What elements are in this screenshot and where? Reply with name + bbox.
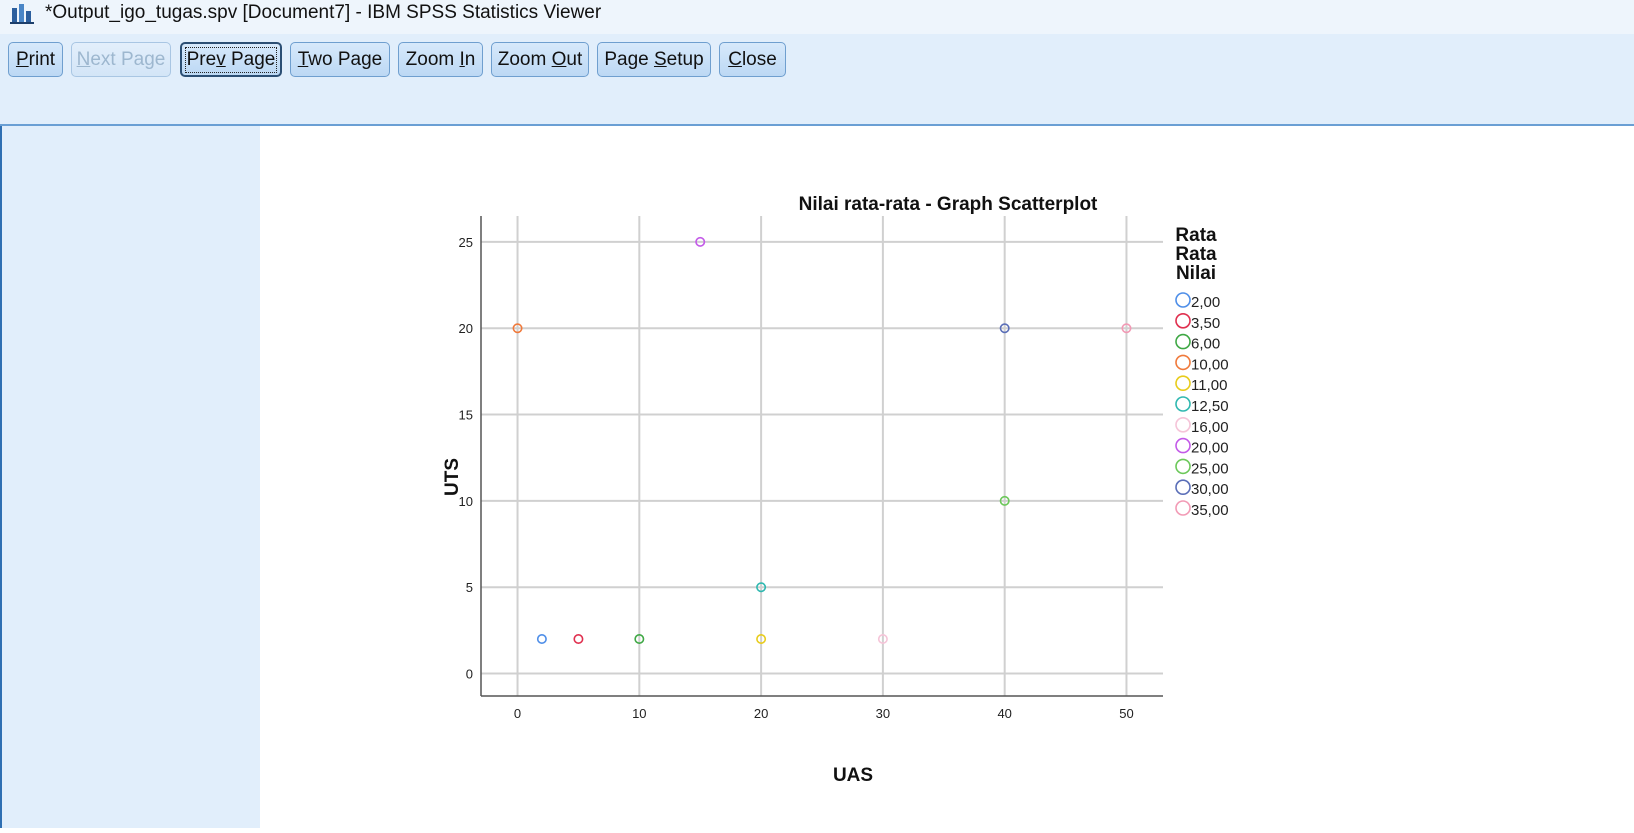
chart-axes: 0 5 10 15 20 25 0 10 20 30 40 50 (459, 216, 1163, 721)
legend-marker (1175, 313, 1191, 329)
y-tick-label: 20 (459, 321, 473, 336)
scatter-point (512, 323, 523, 334)
zoom-out-button-label: Zoom Out (497, 48, 583, 70)
y-tick-label: 15 (459, 408, 473, 423)
x-tick-label: 0 (514, 706, 521, 721)
x-tick-label: 50 (1119, 706, 1133, 721)
spss-viewer-app-icon (10, 4, 34, 24)
scatter-point (1121, 323, 1132, 334)
legend-marker (1175, 354, 1191, 371)
x-tick-label: 40 (997, 706, 1011, 721)
x-tick-label: 10 (632, 706, 646, 721)
scatter-point (877, 634, 888, 645)
chart-grid (481, 216, 1163, 696)
page-setup-button-label: Page Setup (604, 48, 704, 70)
legend-item-label: 35,00 (1191, 502, 1229, 519)
legend-item-label: 16,00 (1191, 419, 1229, 436)
legend-item-label: 10,00 (1191, 356, 1229, 373)
next-page-button-label: Next Page (76, 48, 166, 70)
y-tick-label: 10 (459, 494, 473, 509)
scatter-point (536, 634, 547, 645)
close-button-label: Close (728, 48, 777, 70)
viewer-toolbar: Print Next Page Prev Page Two Page Zoom … (0, 34, 1634, 126)
zoom-in-button[interactable]: Zoom In (398, 42, 483, 77)
scatter-point (756, 582, 767, 593)
legend-item-label: 6,00 (1191, 336, 1220, 353)
title-bar: *Output_igo_tugas.spv [Document7] - IBM … (0, 0, 1634, 34)
legend-marker (1175, 500, 1191, 516)
zoom-in-button-label: Zoom In (405, 48, 476, 70)
chart-title: Nilai rata-rata - Graph Scatterplot (799, 194, 1098, 215)
two-page-button[interactable]: Two Page (290, 42, 390, 77)
scatter-point (573, 634, 584, 645)
viewer-sidebar (0, 126, 260, 828)
close-button[interactable]: Close (719, 42, 786, 77)
legend-marker (1175, 396, 1191, 412)
legend-marker (1175, 416, 1191, 433)
window-title: *Output_igo_tugas.spv [Document7] - IBM … (45, 2, 602, 23)
scatter-point (756, 634, 767, 645)
legend-marker (1175, 375, 1191, 392)
prev-page-button[interactable]: Prev Page (180, 42, 282, 77)
y-tick-label: 5 (466, 580, 473, 595)
scatterplot-chart: Nilai rata-rata - Graph Scatterplot 0 5 10… (442, 194, 1229, 786)
legend-title: Rata (1175, 225, 1217, 246)
legend-marker (1175, 333, 1191, 350)
y-axis-label: UTS (442, 458, 463, 496)
legend-marker (1175, 479, 1191, 496)
chart-legend: RataRataNilai2,003,506,0010,0011,0012,50… (1175, 225, 1229, 519)
print-preview-page[interactable]: Nilai rata-rata - Graph Scatterplot 0 5 10… (260, 126, 1634, 828)
scatter-point (695, 236, 706, 247)
legend-marker (1175, 437, 1191, 454)
scatter-point (634, 634, 645, 645)
y-tick-label: 25 (459, 235, 473, 250)
chart-points (512, 236, 1132, 645)
legend-item-label: 30,00 (1191, 481, 1229, 498)
x-axis-label: UAS (833, 765, 873, 786)
legend-item-label: 12,50 (1191, 398, 1229, 415)
legend-marker (1175, 292, 1191, 308)
prev-page-button-label: Prev Page (184, 46, 278, 73)
legend-marker (1175, 458, 1191, 475)
legend-item-label: 20,00 (1191, 440, 1229, 457)
print-button-label: Print (15, 48, 56, 70)
page-setup-button[interactable]: Page Setup (597, 42, 711, 77)
zoom-out-button[interactable]: Zoom Out (491, 42, 589, 77)
legend-item-label: 11,00 (1191, 377, 1227, 394)
two-page-button-label: Two Page (297, 48, 383, 70)
next-page-button[interactable]: Next Page (71, 42, 171, 77)
scatter-point (999, 323, 1010, 334)
legend-item-label: 2,00 (1191, 294, 1220, 311)
scatter-point (999, 495, 1010, 506)
legend-title: Nilai (1176, 263, 1216, 284)
legend-item-label: 3,50 (1191, 315, 1220, 332)
y-tick-label: 0 (466, 667, 473, 682)
legend-item-label: 25,00 (1191, 460, 1229, 477)
x-tick-label: 20 (754, 706, 768, 721)
legend-title: Rata (1175, 244, 1217, 265)
print-button[interactable]: Print (8, 42, 63, 77)
x-tick-label: 30 (876, 706, 890, 721)
